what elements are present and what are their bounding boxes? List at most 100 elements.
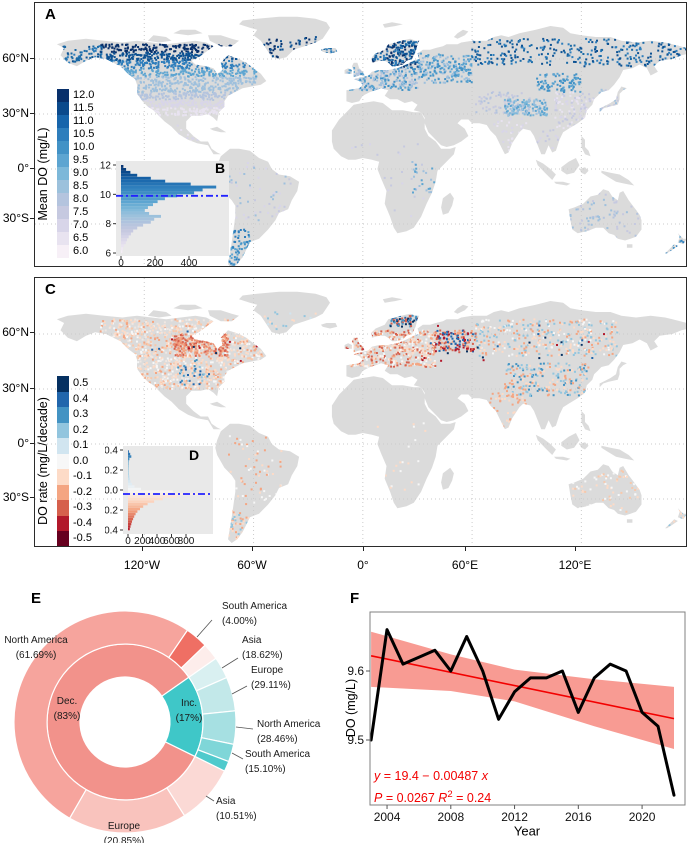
lon-tick-label: 60°W bbox=[237, 558, 267, 572]
colorbar-tick-label: 0.2 bbox=[73, 423, 89, 436]
colorbar-tick-label: 0.1 bbox=[73, 439, 89, 451]
colorbar-tick-label: -0.1 bbox=[73, 470, 92, 482]
f-y-axis-title: DO (mg/L) bbox=[344, 678, 358, 738]
colorbar-swatch bbox=[57, 206, 69, 219]
lat-tick bbox=[30, 113, 34, 114]
panel-b-label: B bbox=[215, 160, 226, 176]
colorbar-swatch bbox=[57, 245, 69, 258]
colorbar-swatch bbox=[57, 469, 69, 485]
lat-tick-label: 0° bbox=[17, 161, 29, 175]
colorbar-tick-label: -0.4 bbox=[73, 516, 92, 529]
colorbar-tick-label: 8.5 bbox=[73, 180, 89, 192]
lon-tick-label: 60°E bbox=[451, 558, 479, 572]
panel-e-label: E bbox=[31, 590, 42, 607]
colorbar-swatch bbox=[57, 453, 69, 469]
colorbar-tick-label: 11.5 bbox=[73, 102, 94, 114]
colorbar-tick-label: 0.3 bbox=[73, 408, 89, 420]
svg-text:400: 400 bbox=[181, 258, 198, 267]
colorbar-swatch bbox=[57, 167, 69, 180]
donut-inner-ring bbox=[46, 643, 204, 801]
lat-tick-label: 30°N bbox=[2, 381, 29, 395]
colorbar-swatch bbox=[57, 484, 69, 500]
colorbar-tick-label: 12.0 bbox=[73, 89, 95, 101]
colorbar-tick-label: 8.0 bbox=[73, 193, 89, 205]
lat-tick bbox=[30, 168, 34, 169]
donut-label: Europe (20.85%) bbox=[103, 821, 145, 843]
donut-segment bbox=[13, 610, 189, 820]
colorbar-tick-label: 0.4 bbox=[73, 392, 89, 405]
colorbar-swatch bbox=[57, 438, 69, 454]
plot-border bbox=[369, 611, 686, 806]
lat-tick bbox=[30, 332, 34, 333]
histogram-bars bbox=[128, 450, 208, 531]
donut-label: Asia (18.62%) bbox=[242, 635, 283, 661]
colorbar-tick-labels: 12.0 11.5 11.0 10.5 10.0 9.5 9.0 8.5 8.0 7.5 7.0 6.… bbox=[73, 89, 94, 258]
colorbar-tick-label: 0.0 bbox=[73, 454, 89, 467]
donut-label: North America (61.69%) bbox=[4, 635, 68, 661]
lat-tick bbox=[30, 497, 34, 498]
lat-tick bbox=[30, 58, 34, 59]
colorbar-swatch bbox=[57, 422, 69, 438]
donut-label: South America (15.10%) bbox=[245, 749, 311, 775]
donut-label: Inc. (17%) bbox=[175, 698, 203, 724]
lat-tick-label: 30°S bbox=[2, 211, 29, 225]
svg-text:8: 8 bbox=[105, 219, 111, 230]
colorbar-swatch bbox=[57, 89, 69, 102]
do-series-line bbox=[369, 628, 676, 797]
panel-d-label: D bbox=[189, 447, 200, 463]
colorbar-swatch bbox=[57, 180, 69, 193]
colorbar-tick-label: 11.0 bbox=[73, 115, 94, 127]
panel-c-map: C 0.5 0.4 0.3 0.2 0.1 0.0 -0.1 -0.2 -0.3 -0.4 -0.5… bbox=[34, 277, 687, 547]
donut-label: North America (28.46%) bbox=[257, 719, 321, 745]
svg-text:6: 6 bbox=[105, 249, 111, 260]
colorbar-swatch bbox=[57, 515, 69, 531]
svg-text:0: 0 bbox=[118, 258, 124, 267]
svg-text:10: 10 bbox=[100, 190, 112, 201]
donut-label: Asia (10.51%) bbox=[216, 796, 257, 822]
inset-xlabel: # of lakes bbox=[144, 546, 192, 547]
lon-tick bbox=[575, 547, 576, 551]
donut-label: Dec. (83%) bbox=[53, 696, 81, 722]
colorbar-tick-label: 7.0 bbox=[73, 219, 89, 231]
lon-tick-label: 120°W bbox=[123, 558, 161, 572]
colorbar-tick-labels: 0.5 0.4 0.3 0.2 0.1 0.0 -0.1 -0.2 -0.3 -0.4 -0.5 bbox=[73, 376, 92, 546]
colorbar-swatch bbox=[57, 154, 69, 167]
lon-tick-label: 0° bbox=[357, 558, 369, 572]
donut-outer-ring bbox=[13, 610, 237, 834]
lat-tick-label: 30°S bbox=[2, 490, 29, 504]
colorbar-do-rate-title: DO rate (mg/L/decade) bbox=[36, 397, 50, 525]
colorbar-swatch bbox=[57, 391, 69, 407]
donut-label: Europe (29.11%) bbox=[251, 665, 291, 691]
colorbar-tick-label: 10.0 bbox=[73, 141, 95, 153]
lat-tick-label: 60°N bbox=[2, 51, 29, 65]
colorbar-tick-label: 10.5 bbox=[73, 128, 95, 140]
colorbar-swatch bbox=[57, 232, 69, 245]
lat-tick-label: 0° bbox=[17, 436, 29, 450]
colorbar-tick-label: 7.5 bbox=[73, 206, 89, 218]
lon-tick bbox=[465, 547, 466, 551]
colorbar-swatch bbox=[57, 128, 69, 141]
colorbar-swatch bbox=[57, 407, 69, 423]
colorbar-swatch bbox=[57, 193, 69, 206]
panel-c-label: C bbox=[45, 281, 56, 298]
f-x-axis-title: Year bbox=[513, 823, 541, 839]
colorbar-tick-label: 0.5 bbox=[73, 377, 89, 389]
colorbar-swatch bbox=[57, 376, 69, 392]
svg-text:200: 200 bbox=[147, 258, 164, 267]
colorbar-swatch bbox=[57, 500, 69, 516]
panel-f-trend-chart: 2004 2008 2012 2016 2020 9.6 9.5 y = 19.4 − 0.0… bbox=[340, 590, 688, 843]
lon-tick bbox=[142, 547, 143, 551]
svg-text:12: 12 bbox=[100, 161, 112, 172]
colorbar-swatch bbox=[57, 102, 69, 115]
panel-a-label: A bbox=[45, 6, 56, 23]
colorbar-tick-label: 6.5 bbox=[73, 232, 89, 244]
donut-canvas bbox=[13, 610, 254, 834]
donut-segment bbox=[194, 749, 230, 772]
confidence-band bbox=[371, 631, 674, 749]
lat-tick-label: 60°N bbox=[2, 325, 29, 339]
lon-tick-label: 120°E bbox=[558, 558, 592, 572]
regression-annotation: P = 0.0267 R2 = 0.24 bbox=[374, 789, 491, 805]
